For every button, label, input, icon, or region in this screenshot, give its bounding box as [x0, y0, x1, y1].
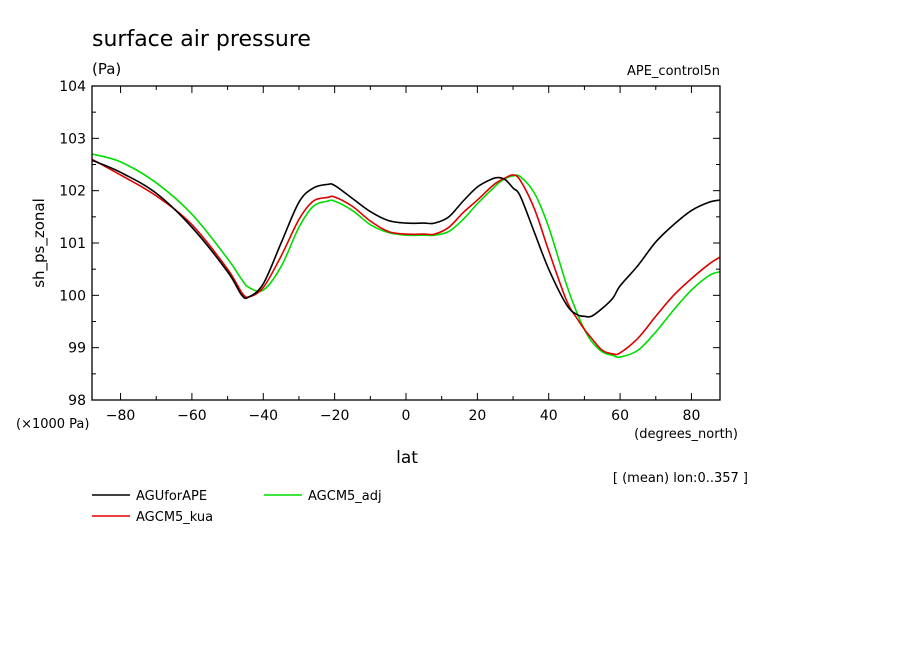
y-tick-label: 98	[68, 393, 86, 409]
series-line-agcm5_kua	[91, 158, 721, 356]
subset-note: [ (mean) lon:0..357 ]	[613, 471, 748, 486]
experiment-label: APE_control5n	[627, 64, 720, 79]
x-tick-label: 40	[540, 408, 558, 424]
x-tick-label: −80	[106, 408, 136, 424]
y-tick-label: 99	[68, 341, 86, 357]
series-lines	[91, 153, 721, 359]
x-tick-label: 20	[468, 408, 486, 424]
y-tick-label: 102	[59, 184, 86, 200]
x-tick-label: −20	[320, 408, 350, 424]
plot-frame	[91, 85, 721, 401]
y-tick-label: 100	[59, 288, 86, 304]
x-axis: −80 −60 −40 −20 0 20 40 60 80	[106, 86, 701, 424]
x-tick-label: −40	[248, 408, 278, 424]
y-axis: 98 99 100 101 102 103 104	[59, 79, 720, 409]
y-tick-label: 104	[59, 79, 86, 95]
chart-title: surface air pressure	[92, 27, 311, 52]
x-units-label: (degrees_north)	[634, 427, 738, 442]
legend-label: AGCM5_kua	[136, 510, 213, 525]
legend-label: AGUforAPE	[136, 489, 207, 504]
x-axis-label: lat	[396, 448, 418, 468]
x-tick-label: 80	[683, 408, 701, 424]
x-tick-label: 60	[611, 408, 629, 424]
y-scale-note: (×1000 Pa)	[16, 417, 89, 432]
legend: AGUforAPE AGCM5_kua AGCM5_adj	[92, 489, 382, 525]
y-tick-label: 103	[59, 131, 86, 147]
x-tick-label: 0	[402, 408, 411, 424]
units-label: (Pa)	[92, 60, 121, 78]
y-axis-label: sh_ps_zonal	[30, 198, 49, 288]
plot-area	[91, 85, 721, 401]
x-tick-label: −60	[177, 408, 207, 424]
series-line-agcm5_adj	[91, 153, 721, 359]
series-line-aguforape	[91, 159, 721, 318]
y-tick-label: 101	[59, 236, 86, 252]
legend-label: AGCM5_adj	[308, 489, 382, 504]
